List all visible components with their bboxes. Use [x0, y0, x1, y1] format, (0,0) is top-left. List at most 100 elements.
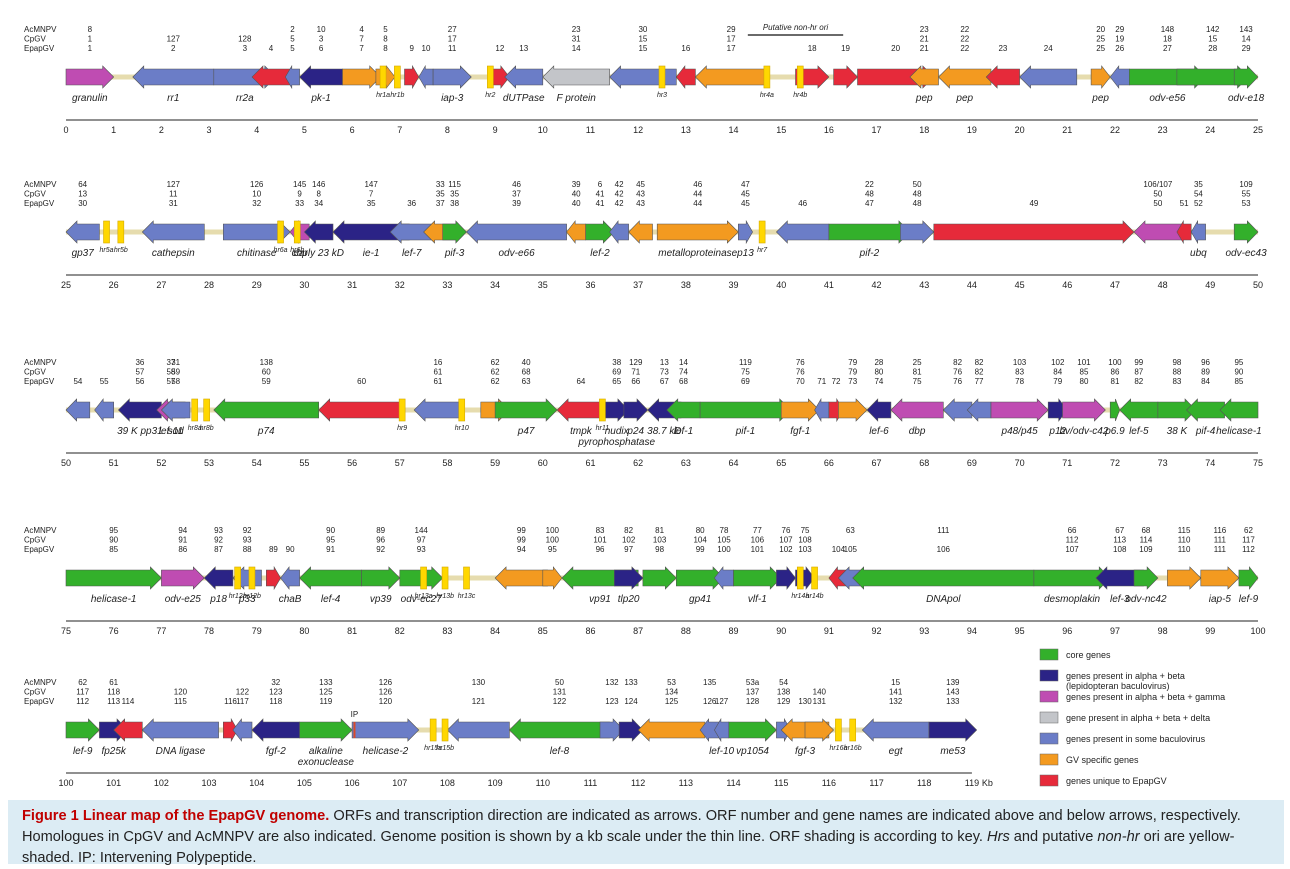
legend-label: gene present in alpha + beta + delta	[1066, 713, 1210, 723]
orf-number: 66	[1068, 526, 1077, 535]
kb-tick-label: 19	[967, 125, 977, 135]
kb-tick-label: 15	[776, 125, 786, 135]
gene-arrow	[361, 566, 401, 590]
orf-number: 63	[846, 526, 855, 535]
gene-name: lef-11	[159, 426, 183, 437]
orf-number: 96	[376, 536, 385, 545]
legend-swatch	[1039, 753, 1059, 766]
kb-tick-label: 51	[109, 458, 119, 468]
orf-number: 112	[76, 697, 89, 706]
gene-arrow	[599, 718, 625, 742]
orf-number: 73	[848, 377, 857, 386]
orf-number: 121	[472, 697, 486, 706]
kb-tick-label: 112	[631, 778, 645, 788]
gene-name: chaB	[279, 594, 302, 605]
orf-number: 124	[624, 697, 638, 706]
orf-number: 91	[178, 536, 187, 545]
orf-number: 106	[937, 545, 951, 554]
orf-number: 56	[135, 377, 144, 386]
orf-number: 140	[813, 688, 827, 697]
gene-name: sod	[168, 426, 185, 437]
gene-name: odv-nc42	[1125, 594, 1167, 605]
orf-number: 71	[631, 368, 640, 377]
orf-number: 138	[777, 688, 791, 697]
gene-name: fgf-2	[266, 746, 286, 757]
kb-tick-label: 48	[1158, 280, 1168, 290]
orf-number: 36	[407, 199, 416, 208]
orf-number: 80	[1080, 377, 1089, 386]
gene-name: lef-9	[1239, 594, 1259, 605]
kb-tick-label: 46	[1062, 280, 1072, 290]
orf-number: 14	[1242, 35, 1251, 44]
hr-label: hr1a	[376, 92, 390, 99]
gene-name: odv-e25	[165, 594, 202, 605]
hr-label: hr6a	[274, 247, 288, 254]
orf-number: 51	[1180, 199, 1189, 208]
gene-arrow	[442, 220, 467, 244]
orf-number: 75	[741, 368, 750, 377]
orf-number: 62	[491, 368, 500, 377]
gene-arrow	[284, 64, 300, 90]
orf-number: 118	[269, 697, 282, 706]
orf-number: 41	[596, 190, 605, 199]
kb-tick-label: 25	[1253, 125, 1263, 135]
orf-number: 119	[739, 358, 752, 367]
hr-bar	[811, 566, 818, 590]
orf-number: 85	[1080, 368, 1089, 377]
orf-number: 102	[779, 545, 793, 554]
kb-tick-label: 1	[111, 125, 116, 135]
orf-number: 99	[1134, 358, 1143, 367]
kb-tick-label: 93	[919, 626, 929, 636]
orf-number: 45	[636, 180, 645, 189]
kb-tick-label: 68	[919, 458, 929, 468]
species-label: EpapGV	[24, 697, 55, 706]
orf-number: 96	[1201, 358, 1210, 367]
orf-number: 110	[1178, 545, 1191, 554]
caption-text-c: ori are yellow-shaded. IP: Intervening P…	[22, 829, 1235, 866]
hr-bar	[599, 398, 606, 422]
orf-number: 103	[1013, 358, 1027, 367]
orf-number: 147	[364, 180, 378, 189]
orf-number: 116	[224, 697, 237, 706]
orf-number: 46	[512, 180, 521, 189]
gene-arrow	[466, 220, 567, 244]
genome-row-2: AcMNPVCpGVEpapGV641330gp371271131catheps…	[24, 180, 1267, 290]
kb-tick-label: 115	[774, 778, 788, 788]
kb-tick-label: 36	[585, 280, 595, 290]
kb-tick-label: 76	[109, 626, 119, 636]
orf-number: 17	[448, 35, 457, 44]
orf-number: 99	[696, 545, 705, 554]
gene-arrow	[861, 718, 930, 742]
orf-number: 146	[312, 180, 326, 189]
gene-name: tlp20	[618, 594, 640, 605]
orf-number: 57	[135, 368, 144, 377]
orf-number: 45	[741, 190, 750, 199]
orf-number: 83	[596, 526, 605, 535]
kb-tick-label: 27	[156, 280, 166, 290]
gene-name: ie-1	[363, 248, 380, 259]
hr-label: hr14b	[806, 593, 824, 600]
gene-arrow	[1109, 398, 1121, 422]
gene-name: odv-e56	[1149, 93, 1186, 104]
gene-name: p12	[1048, 426, 1066, 437]
orf-number: 69	[741, 377, 750, 386]
kb-tick-label: 4	[254, 125, 259, 135]
orf-number: 99	[517, 536, 526, 545]
orf-number: 103	[798, 545, 812, 554]
orf-number: 50	[1153, 199, 1162, 208]
orf-number: 73	[660, 368, 669, 377]
orf-number: 82	[953, 358, 962, 367]
gene-arrow	[303, 220, 334, 244]
orf-number: 57	[166, 377, 175, 386]
caption-hrs: Hrs	[987, 829, 1010, 845]
species-label: EpapGV	[24, 377, 55, 386]
gene-arrow	[966, 398, 992, 422]
gene-arrow	[1157, 398, 1197, 422]
orf-number: 11	[169, 190, 178, 199]
gene-name: pif-3	[444, 248, 465, 259]
orf-number: 110	[1178, 536, 1191, 545]
orf-number: 105	[717, 536, 731, 545]
gene-name: p33	[238, 594, 256, 605]
orf-number: 12	[495, 44, 504, 53]
gene-name: lef-8	[550, 746, 570, 757]
